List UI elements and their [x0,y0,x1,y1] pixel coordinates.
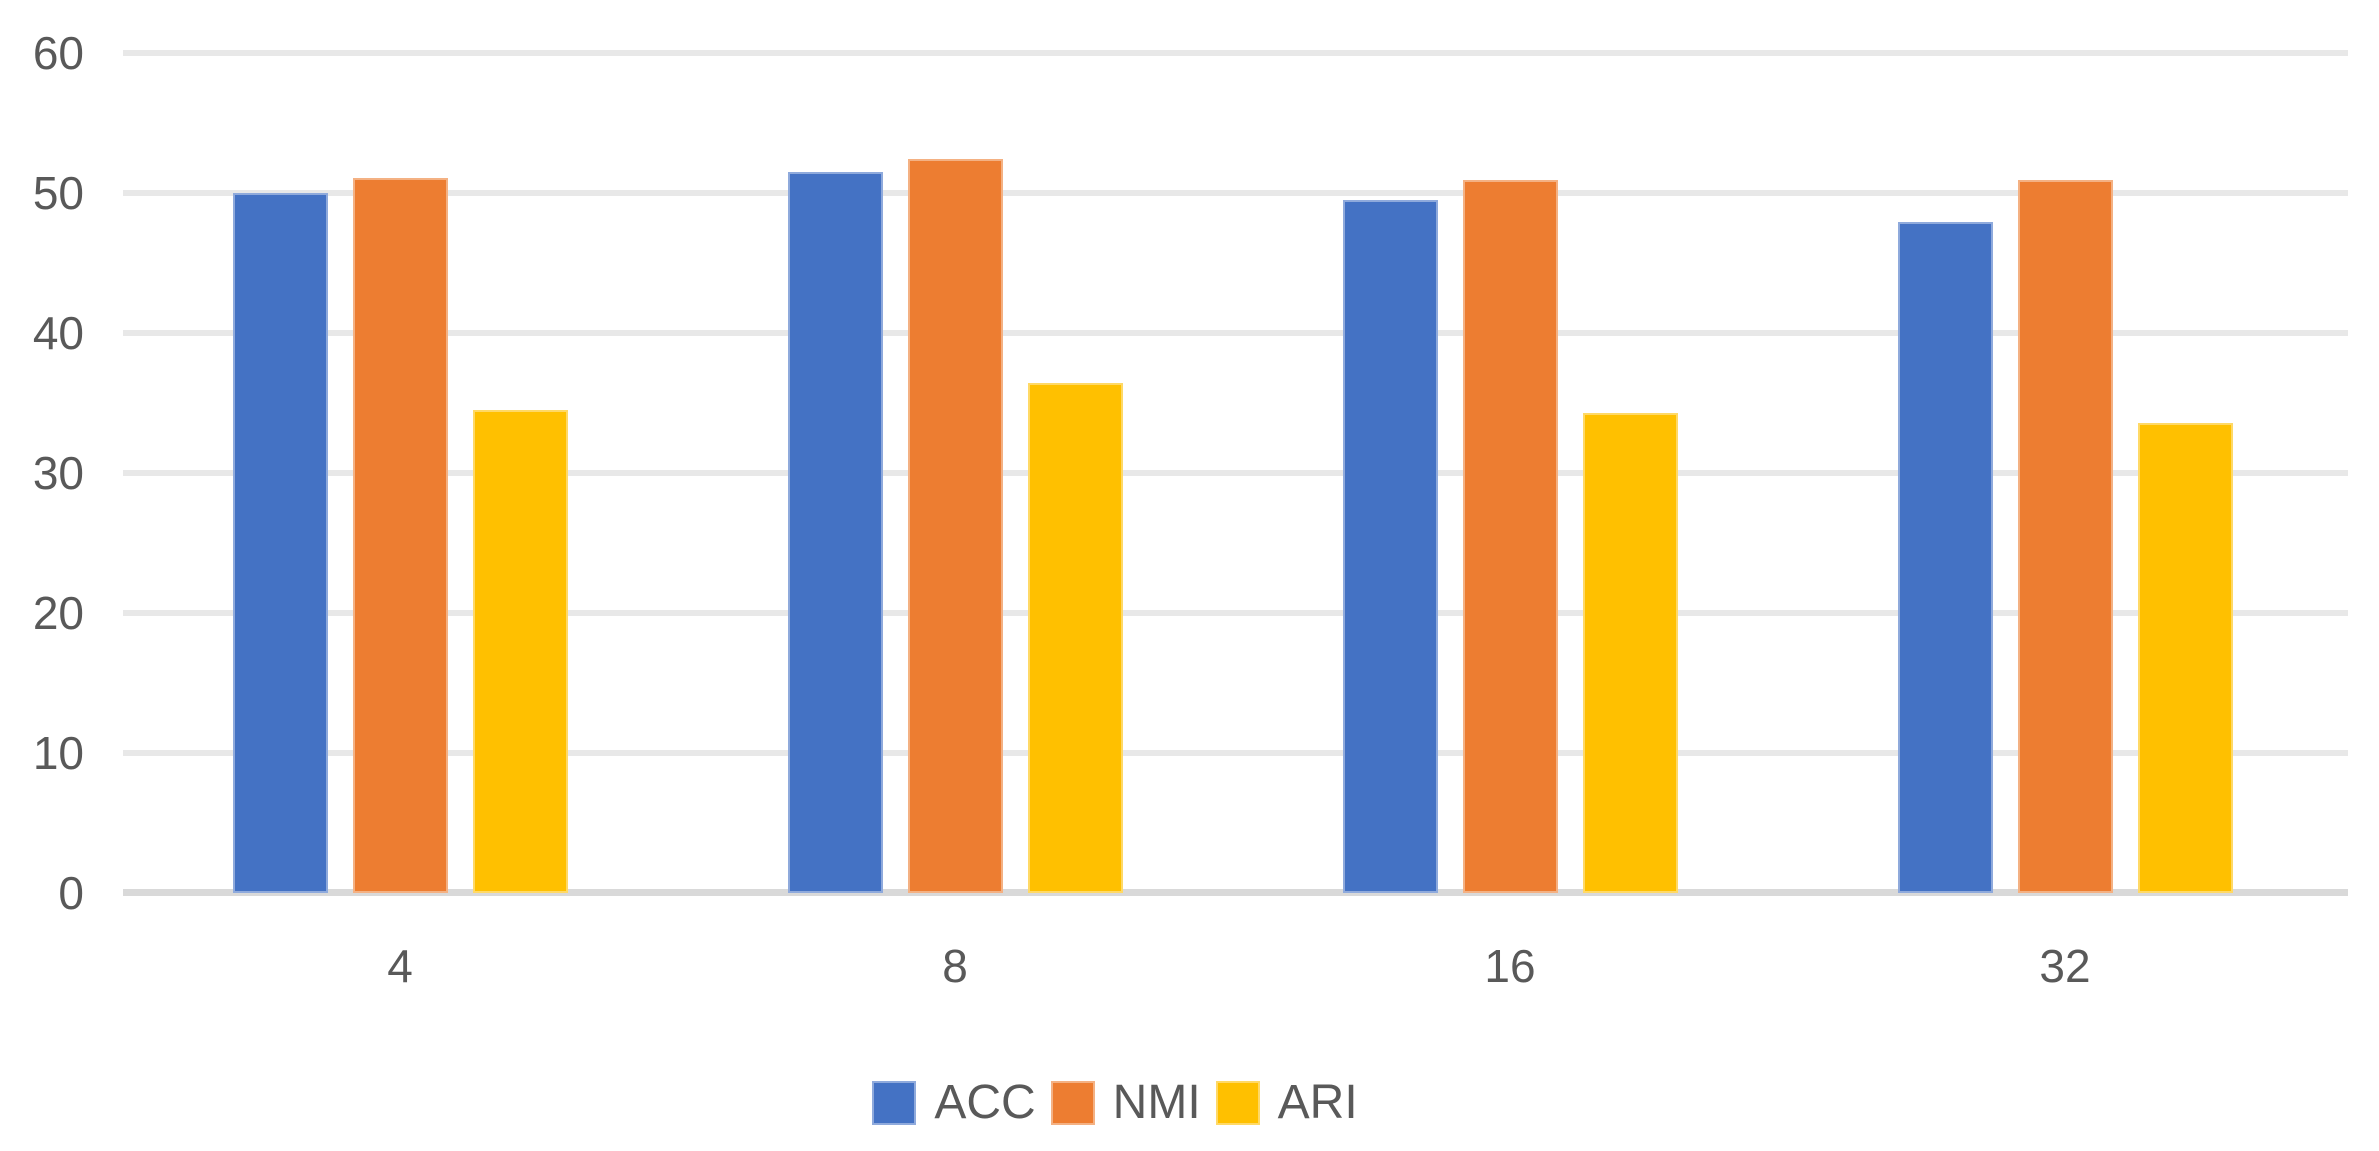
bar-acc-16 [1342,200,1438,893]
legend-item-acc: ACC [872,1074,1036,1132]
y-tick-label-40: 40 [32,307,84,359]
gridline-10 [123,750,2348,756]
x-axis-line [123,889,2348,896]
legend-item-nmi: NMI [1050,1074,1201,1132]
y-tick-label-60: 60 [32,27,84,79]
gridline-60 [123,50,2348,56]
bar-ari-16 [1582,413,1678,893]
bar-nmi-16 [1462,180,1558,893]
y-tick-label-10: 10 [32,727,84,779]
legend-swatch-icon [1050,1081,1095,1125]
legend-item-ari: ARI [1215,1074,1358,1132]
bar-ari-8 [1027,383,1123,893]
legend-label: NMI [1112,1076,1201,1129]
x-tick-label-16: 16 [1484,940,1536,992]
gridline-30 [123,470,2348,476]
y-tick-label-50: 50 [32,167,84,219]
legend-swatch-icon [1215,1081,1260,1125]
bar-nmi-32 [2017,180,2113,893]
y-tick-label-20: 20 [32,587,84,639]
bar-acc-32 [1897,222,1993,893]
gridline-40 [123,330,2348,336]
x-tick-label-8: 8 [942,940,968,992]
bar-ari-32 [2137,423,2233,893]
x-tick-label-4: 4 [387,940,413,992]
legend-swatch-icon [872,1081,917,1125]
gridline-20 [123,610,2348,616]
legend-label: ACC [934,1076,1036,1129]
legend-label: ARI [1277,1076,1358,1129]
bar-nmi-4 [352,178,448,893]
bar-nmi-8 [907,159,1003,893]
x-tick-label-32: 32 [2039,940,2091,992]
bar-acc-8 [787,172,883,893]
bar-ari-4 [472,410,568,893]
y-tick-label-30: 30 [32,447,84,499]
gridline-50 [123,190,2348,196]
plot-area [123,50,2348,896]
y-tick-label-0: 0 [58,867,84,919]
y-axis: 0 10 20 30 40 50 60 [0,0,100,1151]
bar-acc-4 [232,193,328,893]
legend: ACC NMI ARI [0,1064,2230,1142]
